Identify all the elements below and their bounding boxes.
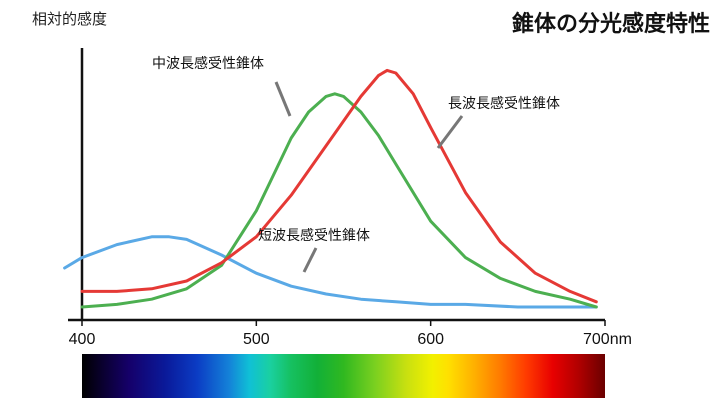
y-axis-label: 相対的感度 xyxy=(32,10,108,28)
x-tick-label-3: 700nm xyxy=(583,331,632,348)
annotation-pointer-2 xyxy=(302,247,318,273)
annotation-label-1: 長波長感受性錐体 xyxy=(448,95,560,112)
x-tick-label-0: 400 xyxy=(69,331,96,348)
series-line-2 xyxy=(80,68,598,304)
annotation-label-2: 短波長感受性錐体 xyxy=(258,227,370,244)
series-line-1 xyxy=(80,92,598,309)
tick-layer: 400 500 600 700nm xyxy=(69,320,632,348)
series-layer xyxy=(63,68,598,309)
axes xyxy=(68,48,605,322)
annotation-label-0: 中波長感受性錐体 xyxy=(152,55,264,72)
annotation-pointer-1 xyxy=(436,115,464,149)
x-tick-label-2: 600 xyxy=(417,331,444,348)
annotation-pointer-0 xyxy=(274,81,292,117)
series-line-0 xyxy=(63,235,598,309)
visible-spectrum-bar xyxy=(82,354,605,398)
x-tick-label-1: 500 xyxy=(243,331,270,348)
chart-title: 錐体の分光感度特性 xyxy=(511,12,710,37)
